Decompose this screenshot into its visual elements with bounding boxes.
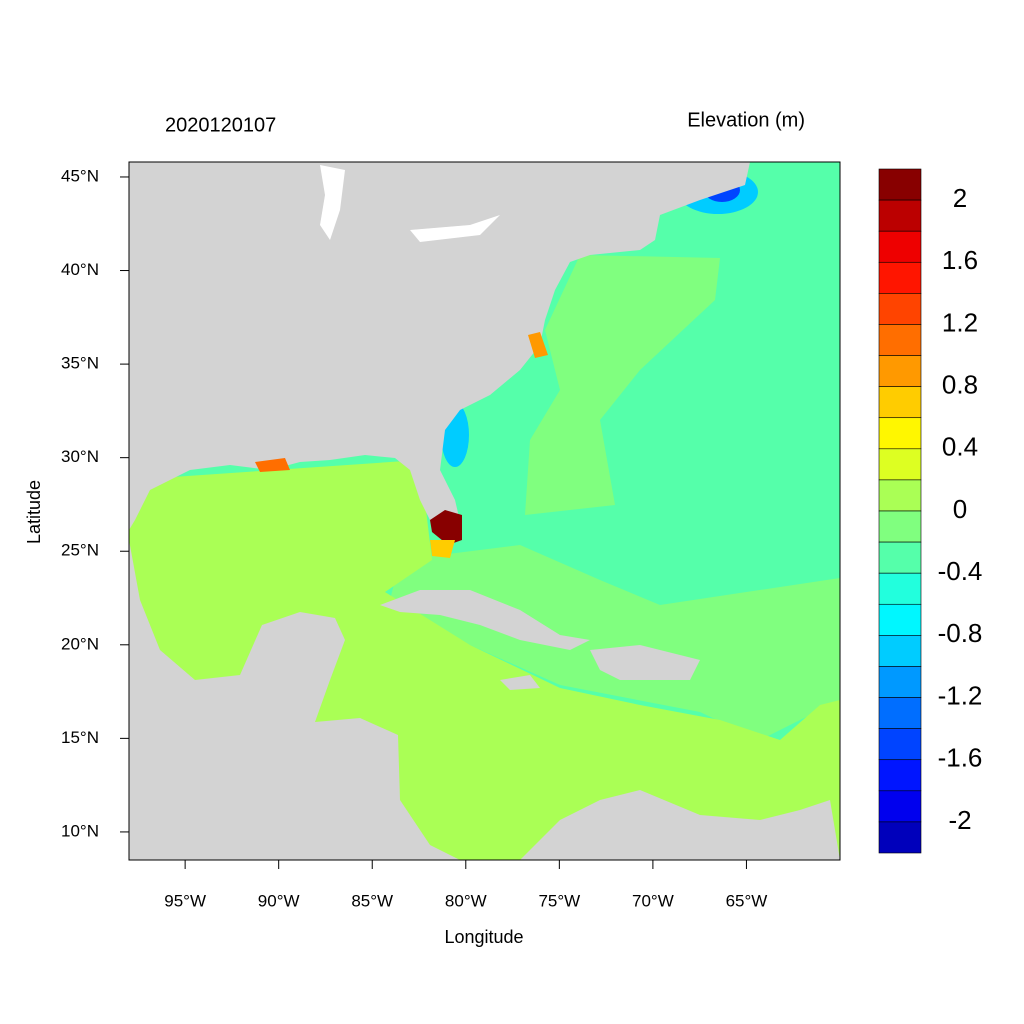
colorbar-label: -0.4 [938, 556, 983, 586]
colorbar-label: 2 [953, 183, 967, 213]
colorbar-label: -2 [948, 805, 971, 835]
colorbar-box [878, 541, 922, 574]
colorbar-label: 0 [953, 494, 967, 524]
colorbar-box [878, 386, 922, 419]
colorbar-box [878, 293, 922, 325]
y-tick-label: 30°N [61, 447, 99, 466]
x-axis-label: Longitude [444, 927, 523, 947]
x-tick-label: 65°W [726, 891, 768, 910]
colorbar-label: 1.6 [942, 245, 978, 275]
colorbar-label: 0.8 [942, 370, 978, 400]
map-area [129, 162, 840, 860]
y-tick-label: 25°N [61, 541, 99, 560]
ocean-band [525, 255, 720, 515]
y-tick-label: 10°N [61, 821, 99, 840]
colorbar-label: -1.2 [938, 680, 983, 710]
colorbar-box [878, 479, 922, 512]
land [590, 645, 700, 680]
colorbar-box [878, 448, 922, 481]
land [129, 162, 750, 545]
x-tick-label: 70°W [632, 891, 674, 910]
colorbar-box [878, 603, 922, 636]
colorbar-box [878, 230, 922, 263]
colorbar-label: -0.8 [938, 618, 983, 648]
colorbar-box [878, 324, 922, 356]
x-tick-label: 80°W [445, 891, 487, 910]
y-axis-label: Latitude [24, 480, 44, 544]
colorbar-box [878, 635, 922, 667]
colorbar-label: 1.2 [942, 307, 978, 337]
colorbar-box [878, 759, 922, 792]
surge [430, 510, 462, 545]
colorbar-box [878, 355, 922, 387]
surge [255, 458, 290, 472]
y-tick-label: 35°N [61, 354, 99, 373]
x-tick-label: 75°W [538, 891, 580, 910]
colorbar-box [878, 168, 922, 201]
y-tick-label: 45°N [61, 166, 99, 185]
colorbar-box [878, 697, 922, 729]
land [500, 675, 540, 690]
colorbar-label: 0.4 [942, 432, 978, 462]
land [520, 790, 840, 860]
surge [528, 332, 548, 358]
colorbar-box [878, 261, 922, 294]
lake [410, 215, 500, 242]
plot-frame [128, 161, 841, 861]
ocean-band [390, 545, 840, 740]
title-right: Elevation (m) [687, 109, 805, 131]
land [129, 540, 460, 860]
y-tick-label: 40°N [61, 260, 99, 279]
y-tick-label: 15°N [61, 728, 99, 747]
surge [430, 540, 455, 558]
x-tick-label: 95°W [164, 891, 206, 910]
colorbar-label: -1.6 [938, 743, 983, 773]
colorbar-box [878, 510, 922, 543]
title-left: 2020120107 [165, 114, 276, 136]
colorbar-box [878, 666, 922, 698]
colorbar-box [878, 790, 922, 823]
land [380, 590, 590, 650]
colorbar-box [878, 417, 922, 450]
colorbar-box [878, 728, 922, 761]
x-tick-label: 90°W [258, 891, 300, 910]
colorbar-box [878, 199, 922, 232]
colorbar-box [878, 572, 922, 605]
colorbar-box [878, 821, 922, 854]
y-tick-label: 20°N [61, 634, 99, 653]
lake [320, 165, 345, 240]
x-tick-label: 85°W [351, 891, 393, 910]
